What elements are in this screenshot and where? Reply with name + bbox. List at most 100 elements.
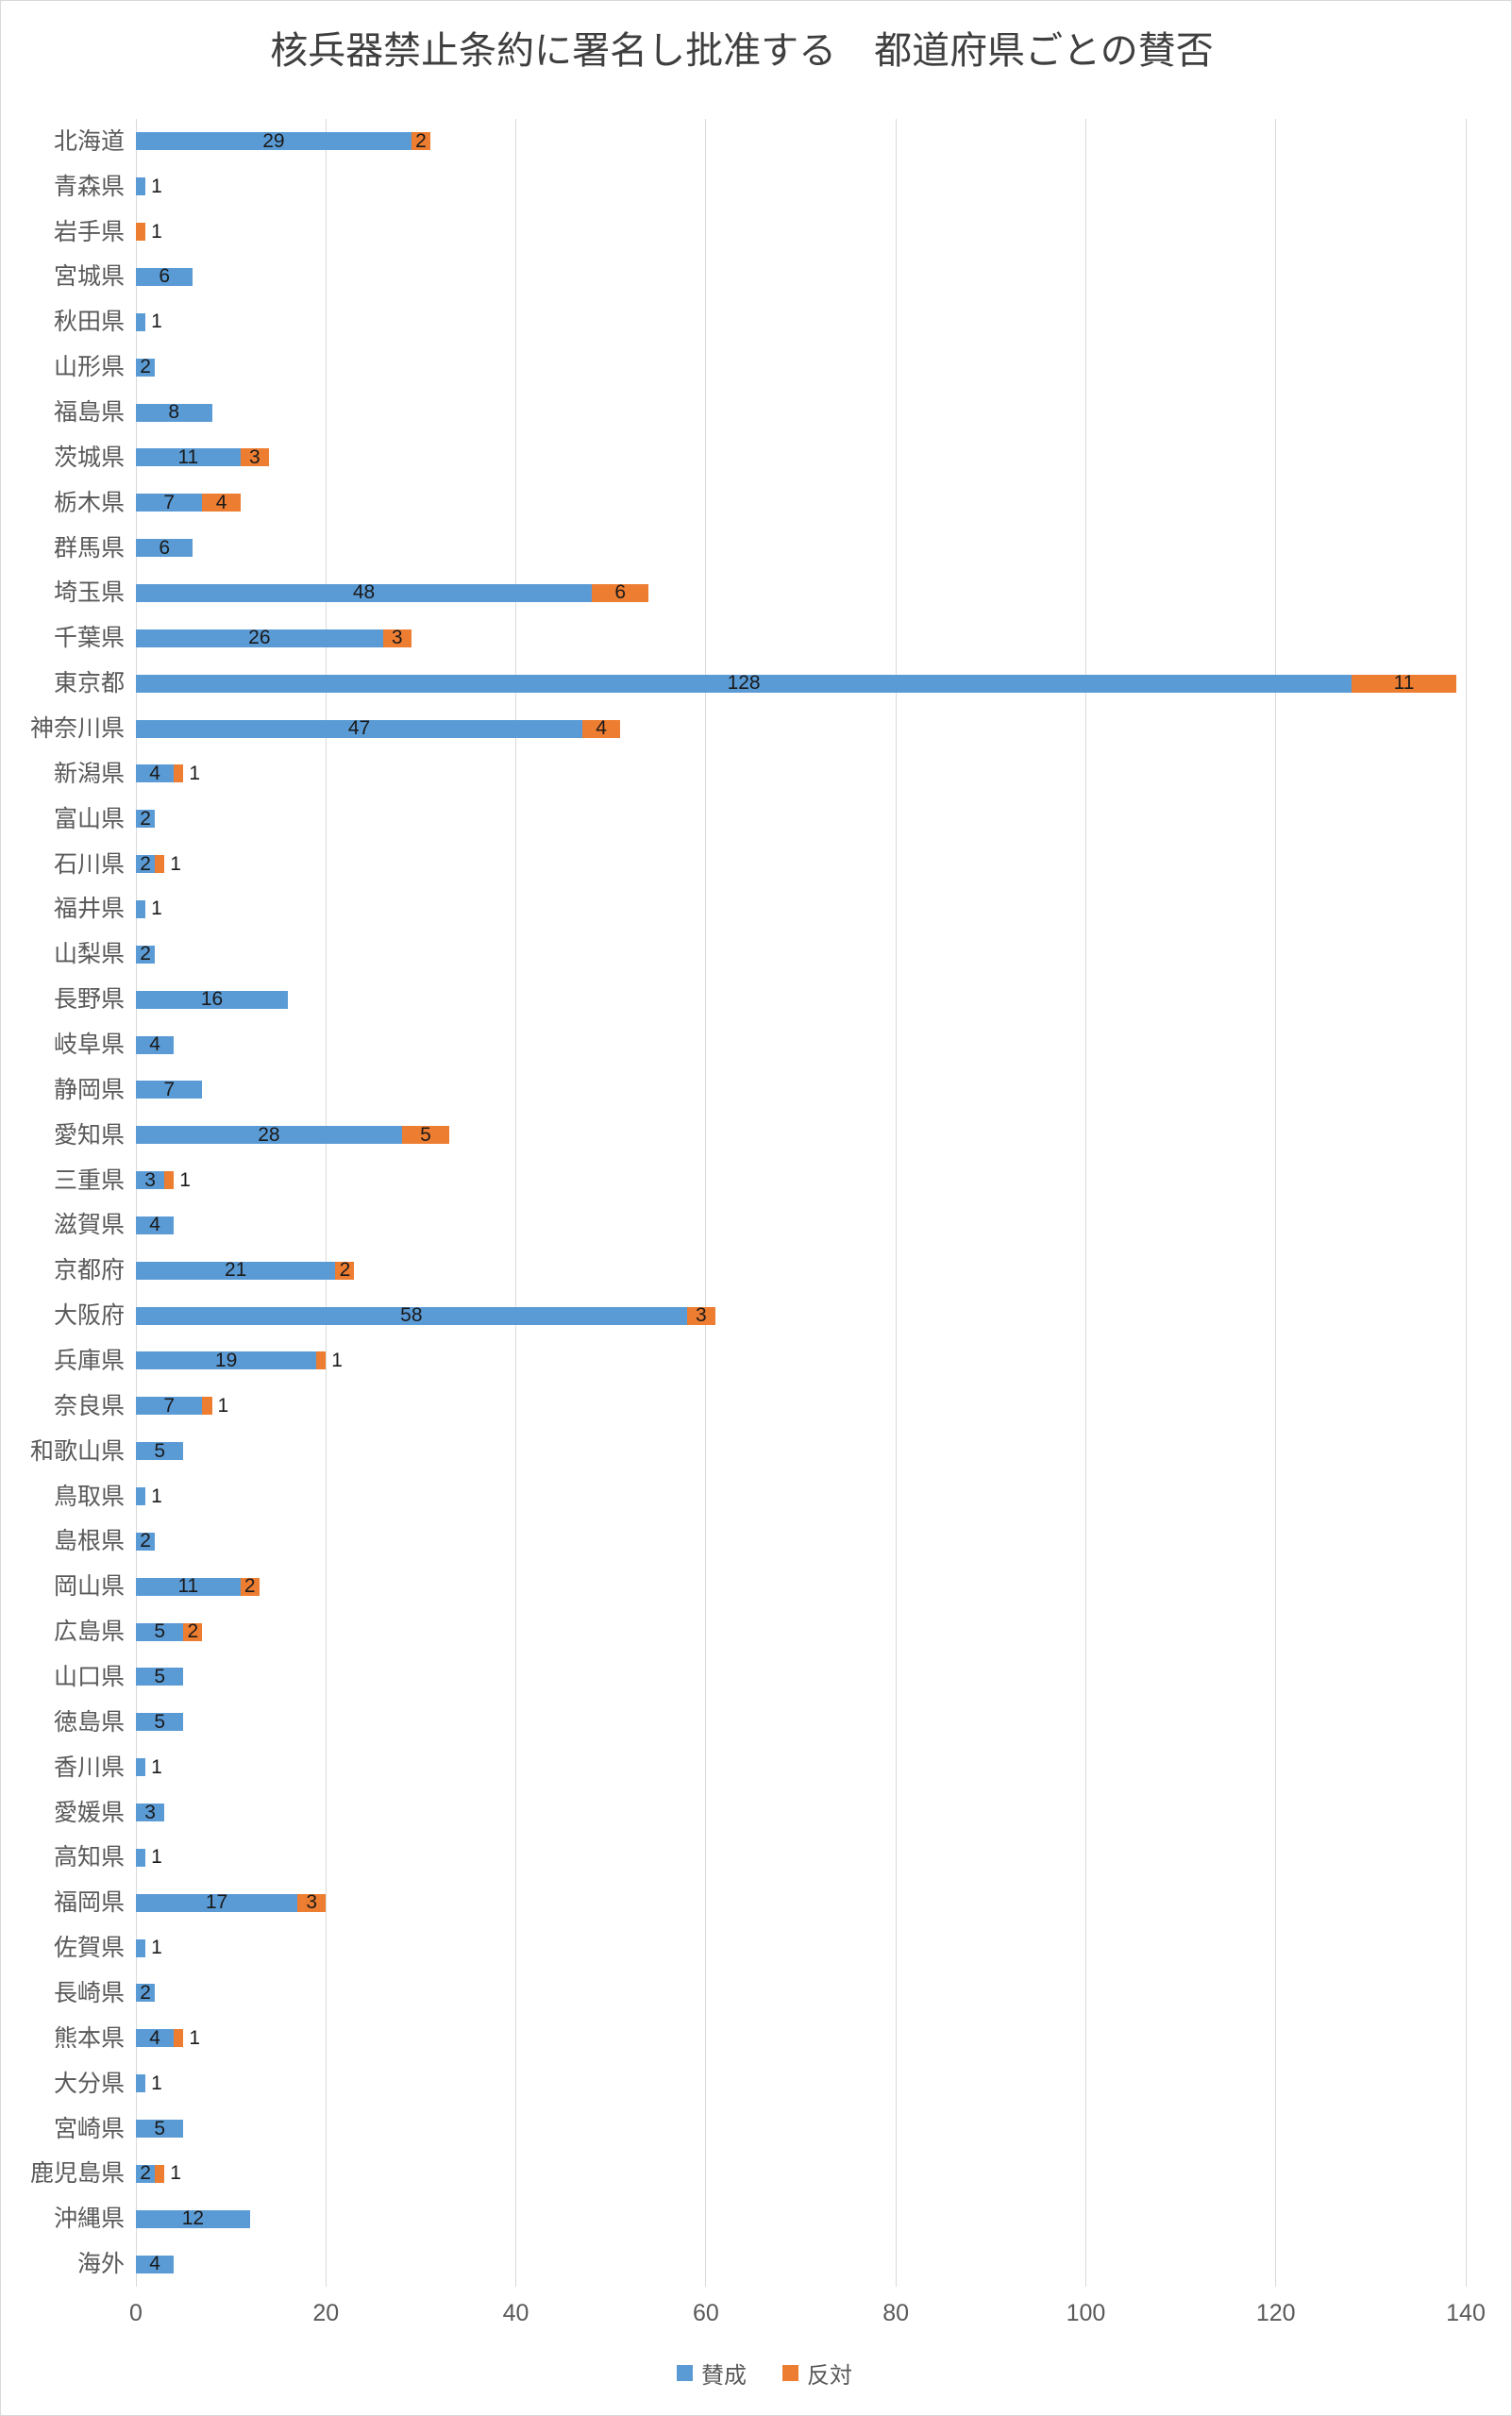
bar-segment-oppose [297, 1893, 327, 1912]
value-label-agree: 4 [149, 1033, 160, 1055]
value-label-oppose: 4 [596, 717, 607, 740]
value-label-agree: 2 [140, 807, 151, 830]
value-label-agree: 47 [347, 717, 371, 740]
category-label: 埼玉県 [53, 579, 125, 607]
bar-segment-oppose [164, 1171, 175, 1190]
value-label-agree: 1 [151, 175, 162, 197]
bar-segment-oppose [1352, 674, 1456, 693]
value-label-agree: 6 [159, 265, 171, 288]
bar-segment-oppose [592, 583, 649, 602]
bar-segment-agree [136, 764, 175, 783]
x-tick-label: 100 [1066, 2300, 1106, 2326]
bar-segment-agree [136, 312, 146, 331]
category-label: 千葉県 [53, 625, 125, 652]
bar-segment-oppose [382, 629, 412, 647]
value-label-agree: 4 [149, 1214, 160, 1236]
category-label: 山口県 [53, 1663, 125, 1690]
bar-segment-agree [136, 990, 289, 1009]
bar-segment-agree [136, 1397, 203, 1416]
category-label: 大分県 [53, 2070, 125, 2097]
category-label: 神奈川県 [29, 715, 125, 743]
category-label: 島根県 [53, 1528, 125, 1555]
bar-segment-agree [136, 1442, 184, 1461]
value-label-oppose: 6 [614, 581, 627, 604]
value-label-agree: 2 [140, 356, 151, 378]
category-label: 沖縄県 [53, 2206, 125, 2233]
bar-segment-oppose [240, 1577, 260, 1596]
bar-segment-agree [136, 855, 156, 874]
bar-segment-oppose [411, 132, 430, 151]
category-label: 愛知県 [53, 1121, 125, 1149]
bar-segment-agree [136, 267, 193, 286]
category-label: 茨城県 [53, 444, 125, 471]
bar-segment-agree [136, 1126, 402, 1145]
bar-segment-agree [136, 899, 146, 918]
bar-segment-agree [136, 177, 146, 196]
value-label-agree: 2 [140, 2162, 151, 2185]
legend-label: 反対 [807, 2363, 852, 2389]
bar-segment-agree [136, 629, 383, 647]
value-label-agree: 5 [154, 1439, 165, 1462]
bar-segment-oppose [202, 494, 241, 512]
x-tick-label: 40 [502, 2300, 529, 2326]
category-label: 東京都 [53, 670, 125, 697]
bar-segment-oppose [136, 223, 146, 242]
bar-segment-agree [136, 2164, 156, 2183]
value-label-agree: 1 [151, 898, 162, 920]
category-label: 徳島県 [53, 1708, 125, 1736]
legend: 賛成 反対 [1, 2357, 1511, 2390]
value-label-oppose: 1 [189, 2026, 200, 2049]
bar-segment-agree [136, 2255, 175, 2273]
category-label: 北海道 [53, 127, 125, 155]
value-label-agree: 4 [149, 2253, 160, 2275]
grid-line [1084, 119, 1086, 2287]
value-label-oppose: 5 [420, 1123, 431, 1146]
value-label-oppose: 3 [391, 627, 403, 649]
bar-segment-agree [136, 1984, 156, 2003]
chart-title: 核兵器禁止条約に署名し批准する 都道府県ごとの賛否 [270, 30, 1214, 72]
bar-segment-agree [136, 2074, 146, 2093]
category-label: 宮崎県 [53, 2115, 125, 2142]
category-label: 鹿児島県 [29, 2160, 125, 2188]
category-label: 熊本県 [53, 2024, 125, 2052]
category-label: 福井県 [53, 896, 125, 923]
bar-segment-agree [136, 1622, 184, 1641]
value-label-agree: 2 [140, 1981, 151, 2004]
bar-segment-agree [136, 1713, 184, 1732]
category-label: 秋田県 [53, 309, 125, 336]
category-label: 山梨県 [53, 941, 125, 968]
bar-segment-agree [136, 2120, 184, 2138]
x-tick-label: 0 [129, 2300, 143, 2326]
value-label-oppose: 2 [187, 1620, 199, 1643]
value-label-oppose: 3 [695, 1304, 707, 1327]
category-label: 和歌山県 [29, 1437, 125, 1465]
bar-segment-agree [136, 403, 212, 422]
bar-segment-agree [136, 1938, 146, 1957]
category-label: 群馬県 [53, 534, 125, 562]
value-label-oppose: 4 [215, 491, 227, 513]
bar-segment-agree [136, 1261, 336, 1280]
value-label-agree: 5 [154, 1710, 165, 1733]
value-label-agree: 19 [214, 1349, 238, 1371]
value-label-agree: 11 [177, 445, 199, 468]
bar-segment-agree [136, 810, 156, 829]
value-label-agree: 3 [144, 1801, 156, 1823]
category-label: 岐阜県 [53, 1032, 125, 1058]
value-label-agree: 4 [149, 762, 160, 784]
category-label: 福岡県 [53, 1889, 125, 1917]
value-label-agree: 7 [163, 1394, 176, 1417]
category-label: 滋賀県 [53, 1212, 125, 1239]
category-label: 佐賀県 [53, 1935, 125, 1962]
bar-segment-oppose [240, 448, 269, 467]
value-label-oppose: 1 [170, 852, 181, 875]
x-tick-label: 20 [312, 2300, 340, 2326]
value-label-agree: 8 [168, 401, 180, 424]
bar-segment-oppose [401, 1126, 450, 1145]
value-label-agree: 4 [149, 2026, 160, 2049]
category-label: 海外 [76, 2251, 125, 2278]
value-label-agree: 11 [177, 1575, 199, 1598]
value-label-agree: 2 [140, 852, 151, 875]
category-label: 鳥取県 [53, 1483, 125, 1510]
category-label: 富山県 [53, 805, 125, 832]
